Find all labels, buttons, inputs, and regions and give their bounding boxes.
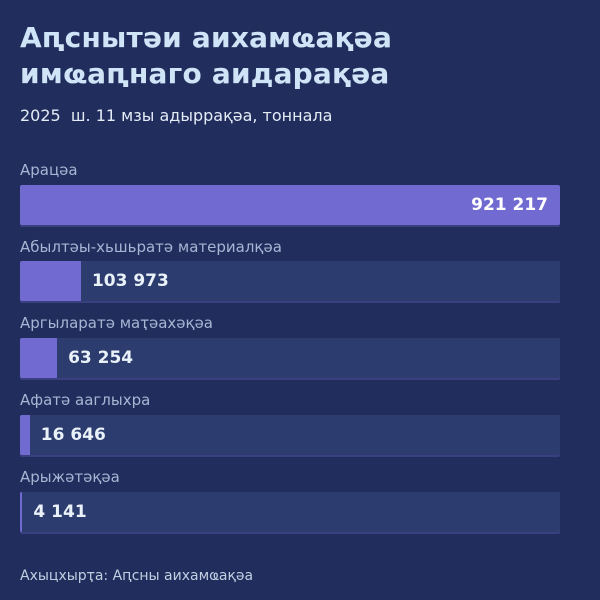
bar-value: 103 973 <box>91 271 169 292</box>
bar-label: Арыжәтәқәа <box>20 467 120 486</box>
bar-row: Арыжәтәқәа 4 141 <box>20 468 560 532</box>
bar-fill <box>20 414 30 455</box>
source-note: Ахыцхырҭа: Аԥсны аихамҩақәа <box>20 568 254 584</box>
bar-chart: Арацәа 921 217 Абылтәы-хьшьратә материалқә… <box>20 161 560 532</box>
bar-value: 4 141 <box>33 501 87 522</box>
bar-fill <box>20 491 23 532</box>
bar-fill <box>20 338 58 379</box>
bar-fill <box>20 184 560 225</box>
bar-label: Афатә ааглыхра <box>20 391 151 410</box>
bar-row: Афатә ааглыхра 16 646 <box>20 391 560 455</box>
chart-subtitle: 2025 ш. 11 мзы адыррақәа, тоннала <box>20 105 333 125</box>
bar-row: Абылтәы-хьшьратә материалқәа 103 973 <box>20 238 560 302</box>
bar-label: Абылтәы-хьшьратә материалқәа <box>20 237 282 256</box>
page-title: Аԥснытәи аихамҩақәа имҩаԥнаго аидарақәа <box>20 21 393 91</box>
bar-value: 921 217 <box>471 194 548 215</box>
bar-track: 921 217 <box>20 184 560 225</box>
bar-row: Арацәа 921 217 <box>20 161 560 225</box>
bar-value: 63 254 <box>68 348 134 369</box>
bar-track: 4 141 <box>20 491 560 532</box>
bar-row: Аргыларатә маҭәахәқәа 63 254 <box>20 314 560 379</box>
bar-track: 16 646 <box>20 414 560 455</box>
bar-fill <box>20 261 81 302</box>
bar-value: 16 646 <box>40 424 106 445</box>
bar-track: 63 254 <box>20 338 560 379</box>
bar-label: Арацәа <box>20 160 78 179</box>
bar-label: Аргыларатә маҭәахәқәа <box>20 314 213 333</box>
bar-track: 103 973 <box>20 261 560 302</box>
